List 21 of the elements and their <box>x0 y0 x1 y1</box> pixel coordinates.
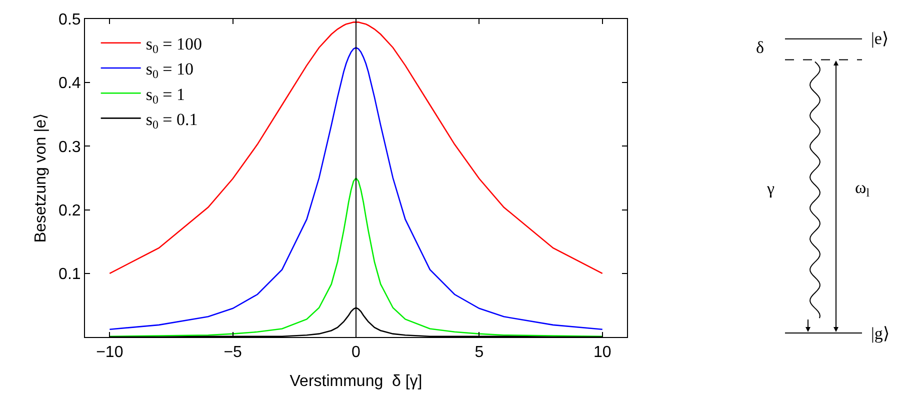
x-tick-label: 5 <box>474 344 484 362</box>
legend-label: s$_{0}$ = 10 <box>146 60 194 82</box>
y-tick-label: 0.4 <box>58 75 81 92</box>
y-tick-label: 0.5 <box>58 12 81 29</box>
text: |e⟩ <box>871 29 889 48</box>
legend-label: s$_{0}$ = 0.1 <box>146 110 198 132</box>
y-tick-label: 0.2 <box>58 202 81 220</box>
x-tick-label: 0 <box>352 344 361 362</box>
x-tick-label: 10 <box>593 344 612 362</box>
x-tick-label: −10 <box>96 344 124 362</box>
x-axis-title: Verstimmung δ [γ] <box>290 372 422 390</box>
text: γ <box>766 179 775 198</box>
text: |g⟩ <box>871 324 890 343</box>
y-tick-label: 0.3 <box>58 138 81 156</box>
legend-label: s$_{0}$ = 1 <box>146 84 186 106</box>
y-axis-title: Besetzung von |e⟩ <box>32 113 50 243</box>
y-tick-label: 0.1 <box>58 266 81 283</box>
legend-label: s$_{0}$ = 100 <box>146 34 202 56</box>
text: ω$_{l}$ <box>855 178 870 200</box>
x-tick-label: −5 <box>224 344 242 362</box>
text: δ <box>756 38 764 57</box>
